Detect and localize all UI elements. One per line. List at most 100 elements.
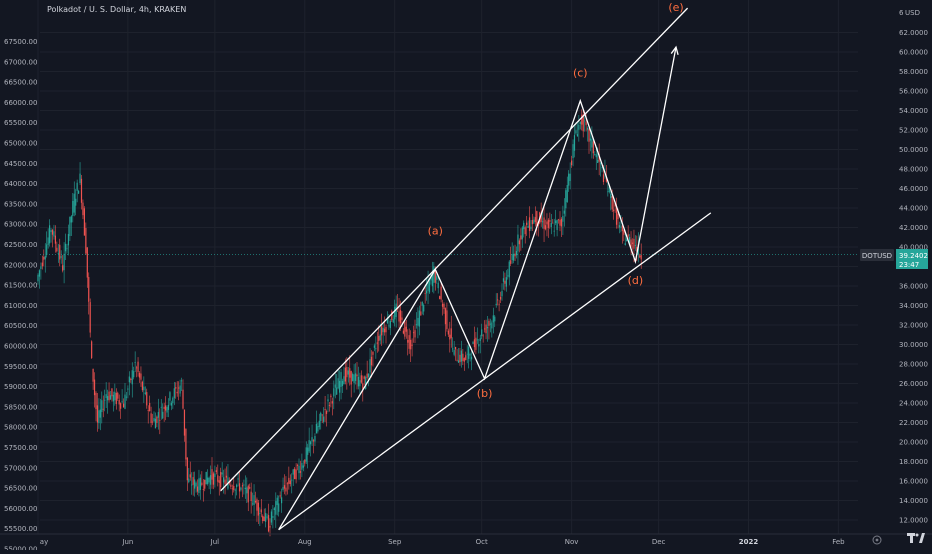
candle-body (283, 485, 286, 489)
candle (392, 314, 394, 324)
gear-icon[interactable] (872, 535, 882, 545)
candle-body (586, 128, 589, 130)
candle (176, 381, 178, 397)
candle (543, 204, 545, 243)
wave-path[interactable] (278, 47, 677, 531)
candle (415, 312, 418, 329)
candle (76, 179, 78, 203)
candle-body (205, 472, 207, 485)
candle-body (285, 487, 287, 492)
candle (296, 463, 299, 471)
candle-body (624, 243, 626, 246)
candle (98, 398, 100, 429)
candle-body (120, 403, 122, 409)
candle-body (62, 265, 64, 271)
candle (156, 415, 158, 428)
candle (104, 389, 106, 412)
candle-body (394, 306, 396, 320)
gridlines (37, 0, 858, 534)
left-axis-tick-label: 64500.00 (4, 160, 37, 168)
candle (191, 472, 193, 495)
candle-body (104, 399, 106, 401)
candle-body (349, 368, 351, 378)
candle-body (560, 218, 563, 227)
candle-body (170, 402, 172, 406)
right-axis-tick-label: 36.0000 (899, 283, 928, 291)
time-axis-tick-label: Aug (298, 538, 312, 546)
candle (117, 391, 119, 401)
candle-body (576, 134, 578, 137)
candle (50, 228, 52, 243)
candle (233, 476, 235, 493)
candle-body (218, 480, 220, 483)
candle-body (82, 202, 84, 216)
candle (472, 340, 474, 345)
candle-body (568, 173, 570, 186)
candle-body (359, 380, 361, 387)
candle (92, 368, 94, 390)
candle (382, 323, 384, 344)
candle (275, 492, 277, 528)
candle (279, 491, 281, 499)
candle-body (165, 405, 167, 411)
candle-body (585, 121, 587, 126)
candle-body (127, 388, 129, 390)
candle (591, 126, 593, 159)
candle-body (426, 290, 428, 294)
candle-body (199, 477, 201, 490)
candle-body (350, 371, 352, 385)
candle-body (237, 478, 239, 480)
candle-body (156, 416, 158, 423)
candle (420, 301, 422, 316)
candle (47, 228, 49, 249)
channel-upper-line[interactable] (220, 7, 689, 492)
candle-body (321, 414, 323, 416)
candle-body (463, 358, 465, 362)
candle-body (607, 191, 609, 193)
candle-body (511, 254, 513, 261)
candle (450, 315, 452, 348)
candle (607, 181, 609, 197)
candle-body (414, 330, 416, 338)
candle-body (602, 174, 605, 182)
candle (441, 299, 444, 316)
candle (375, 336, 377, 359)
candle-body (520, 235, 522, 240)
candle (383, 316, 386, 336)
candle (157, 398, 159, 430)
candle-body (111, 388, 113, 397)
candle-body (544, 225, 547, 230)
candle-body (147, 410, 149, 411)
candle (225, 466, 228, 486)
candle-body (401, 317, 403, 320)
candle (560, 217, 563, 238)
candle-body (234, 489, 236, 491)
candle-body (530, 226, 532, 230)
candle-body (73, 193, 75, 213)
candle (298, 458, 300, 480)
candle-body (252, 503, 254, 505)
candle (424, 284, 426, 304)
candle (366, 360, 368, 380)
candle-body (486, 327, 489, 329)
candle-body (276, 497, 278, 506)
right-axis-tick-label: 12.0000 (899, 517, 928, 525)
candle (631, 238, 634, 250)
candle-body (115, 392, 117, 404)
channel-lower-line[interactable] (278, 212, 712, 531)
candle-body (153, 418, 155, 422)
candle-body (243, 484, 245, 486)
candle (376, 331, 378, 353)
candle-body (614, 202, 616, 207)
candle-body (328, 405, 331, 406)
candle (634, 235, 636, 251)
candle (440, 281, 442, 303)
candle-body (263, 516, 265, 522)
candle-body (175, 387, 177, 389)
candle-body (294, 468, 296, 480)
candle (444, 307, 447, 337)
candle (301, 453, 303, 478)
candle-body (299, 471, 302, 473)
